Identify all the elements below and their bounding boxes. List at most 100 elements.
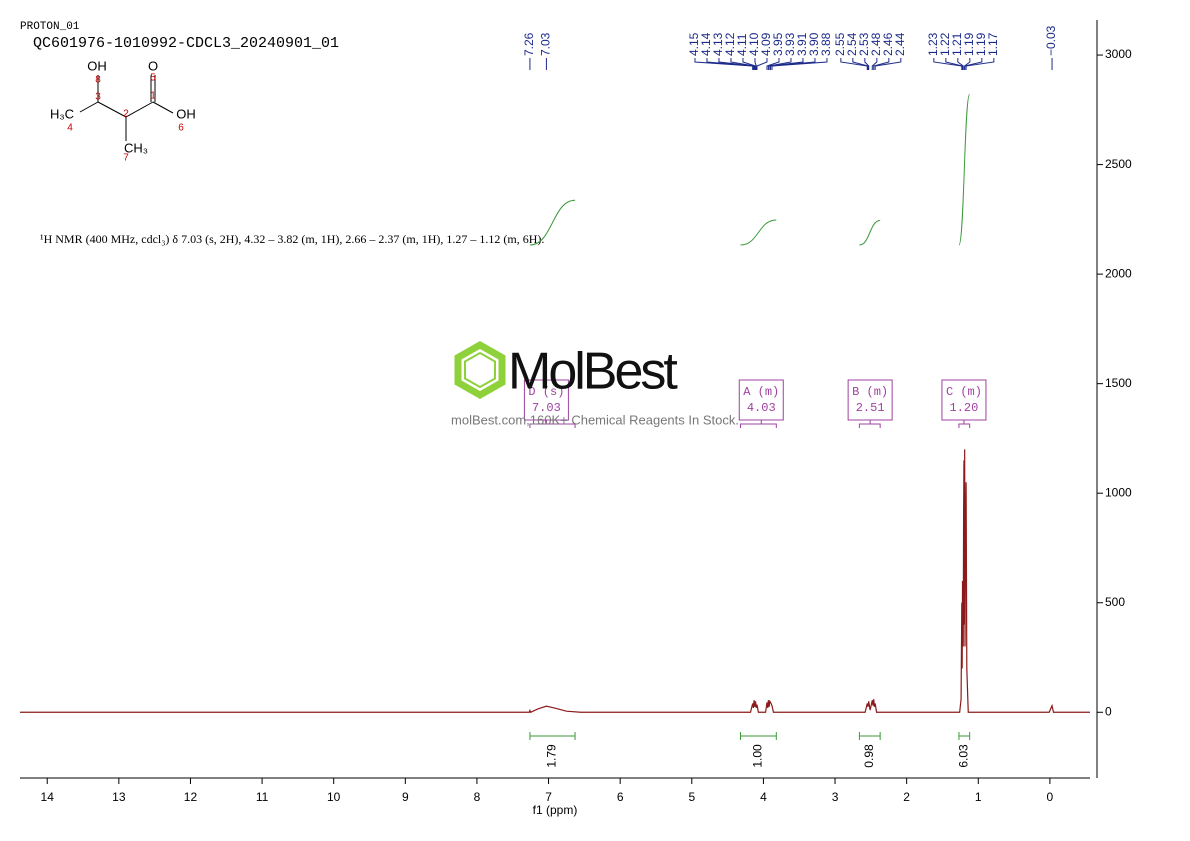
peak-marker <box>769 58 804 70</box>
bond <box>79 101 99 113</box>
peak-marker <box>852 58 869 70</box>
multiplet-label: C (m) <box>946 385 982 399</box>
watermark-brand: MolBest <box>508 343 678 401</box>
structure <box>79 75 174 141</box>
atom-label: H₃C <box>50 106 74 121</box>
peak-label: 1.23 <box>926 32 940 56</box>
watermark: MolBest molBest.com,160K+ Chemical Reagen… <box>451 340 739 427</box>
integral-value: 6.03 <box>956 744 970 768</box>
x-tick-label: 2 <box>903 790 910 804</box>
x-tick-label: 0 <box>1047 790 1054 804</box>
peak-label: 4.13 <box>711 32 725 56</box>
peak-label: 1.19 <box>962 32 976 56</box>
y-tick-label: 0 <box>1105 704 1112 718</box>
multiplet-range <box>739 420 777 428</box>
multiplet-range <box>858 420 881 428</box>
peak-marker <box>957 58 964 70</box>
x-tick-label: 13 <box>112 790 126 804</box>
logo <box>464 351 496 389</box>
peak-label: 1.19 <box>974 32 988 56</box>
peak-marker <box>706 58 754 70</box>
peak-marker <box>864 58 870 70</box>
peak-marker <box>871 58 878 70</box>
peak-marker <box>771 58 828 70</box>
y-tick-label: 3000 <box>1105 47 1132 61</box>
peak-marker <box>766 58 780 70</box>
peak-label: 4.12 <box>723 32 737 56</box>
peak-marker <box>742 58 757 70</box>
description: ¹H NMR (400 MHz, cdcl₃) δ 7.03 (s, 2H), … <box>40 232 544 246</box>
atom-label: CH₃ <box>124 140 148 155</box>
x-tick-label: 12 <box>184 790 198 804</box>
peak-marker <box>965 58 995 70</box>
peak-label: 1.17 <box>986 32 1000 56</box>
peak-marker <box>964 58 983 70</box>
atom-number: 5 <box>150 73 156 84</box>
x-tick-label: 1 <box>975 790 982 804</box>
peak-label: −0.03 <box>1044 25 1058 56</box>
watermark-tagline: molBest.com,160K+ Chemical Reagents In S… <box>451 412 739 427</box>
y-tick-label: 2000 <box>1105 266 1132 280</box>
integral-curve <box>958 93 971 246</box>
peak-label: 3.91 <box>795 32 809 56</box>
multiplet-shift: 4.03 <box>747 401 776 415</box>
x-tick-label: 6 <box>617 790 624 804</box>
peak-marker <box>730 58 756 70</box>
atom-label: OH <box>176 106 196 121</box>
peak-label: 2.44 <box>893 32 907 56</box>
y-tick-label: 1500 <box>1105 376 1132 390</box>
multiplet-label: A (m) <box>743 385 779 399</box>
atom-number: 6 <box>178 123 184 134</box>
atom-label: O <box>148 58 158 73</box>
integral-curve <box>740 219 777 246</box>
bond <box>97 101 127 118</box>
peak-label: 3.88 <box>819 32 833 56</box>
peak-marker <box>840 58 868 70</box>
y-tick-label: 500 <box>1105 595 1125 609</box>
integral-bar <box>529 732 576 740</box>
multiplet-label: B (m) <box>852 385 888 399</box>
experiment: PROTON_01 <box>20 21 80 33</box>
peak-label: 1.22 <box>938 32 952 56</box>
bond <box>125 101 154 118</box>
peak-label: 4.11 <box>735 33 749 56</box>
y-tick-label: 2500 <box>1105 157 1132 171</box>
atom-number: 2 <box>123 109 129 120</box>
integral-curve <box>529 199 576 246</box>
integral-value: 1.79 <box>545 744 559 768</box>
x-tick-label: 9 <box>402 790 409 804</box>
atom-label: OH <box>87 58 107 73</box>
peak-label: 7.03 <box>539 32 553 56</box>
peak-label: 2.46 <box>881 32 895 56</box>
multiplet-shift: 2.51 <box>856 401 885 415</box>
y-tick-label: 1000 <box>1105 485 1132 499</box>
atom-number: 7 <box>123 153 129 164</box>
x-tick-label: 7 <box>545 790 552 804</box>
peak-label: 4.15 <box>687 32 701 56</box>
peak-label: 4.10 <box>747 32 761 56</box>
peak-marker <box>767 58 792 70</box>
peak-label: 1.21 <box>950 32 964 56</box>
x-axis-label: f1 (ppm) <box>533 803 578 817</box>
peak-label: 4.09 <box>759 32 773 56</box>
x-tick-label: 3 <box>832 790 839 804</box>
x-tick-label: 4 <box>760 790 767 804</box>
peak-marker <box>874 58 902 70</box>
peak-marker <box>754 58 757 70</box>
peak-label: 3.90 <box>807 32 821 56</box>
peak-label: 3.95 <box>771 32 785 56</box>
peak-marker <box>933 58 963 70</box>
logo <box>454 340 506 400</box>
atom-number: 4 <box>67 123 73 134</box>
peak-marker <box>718 58 755 70</box>
integral-curve <box>859 220 881 246</box>
peak-marker <box>945 58 964 70</box>
x-tick-label: 8 <box>474 790 481 804</box>
peak-label: 2.48 <box>869 32 883 56</box>
peak-label: 2.53 <box>857 32 871 56</box>
peak-marker <box>964 58 971 70</box>
peak-label: 2.54 <box>845 32 859 56</box>
x-tick-label: 14 <box>41 790 55 804</box>
peak-marker <box>873 58 890 70</box>
